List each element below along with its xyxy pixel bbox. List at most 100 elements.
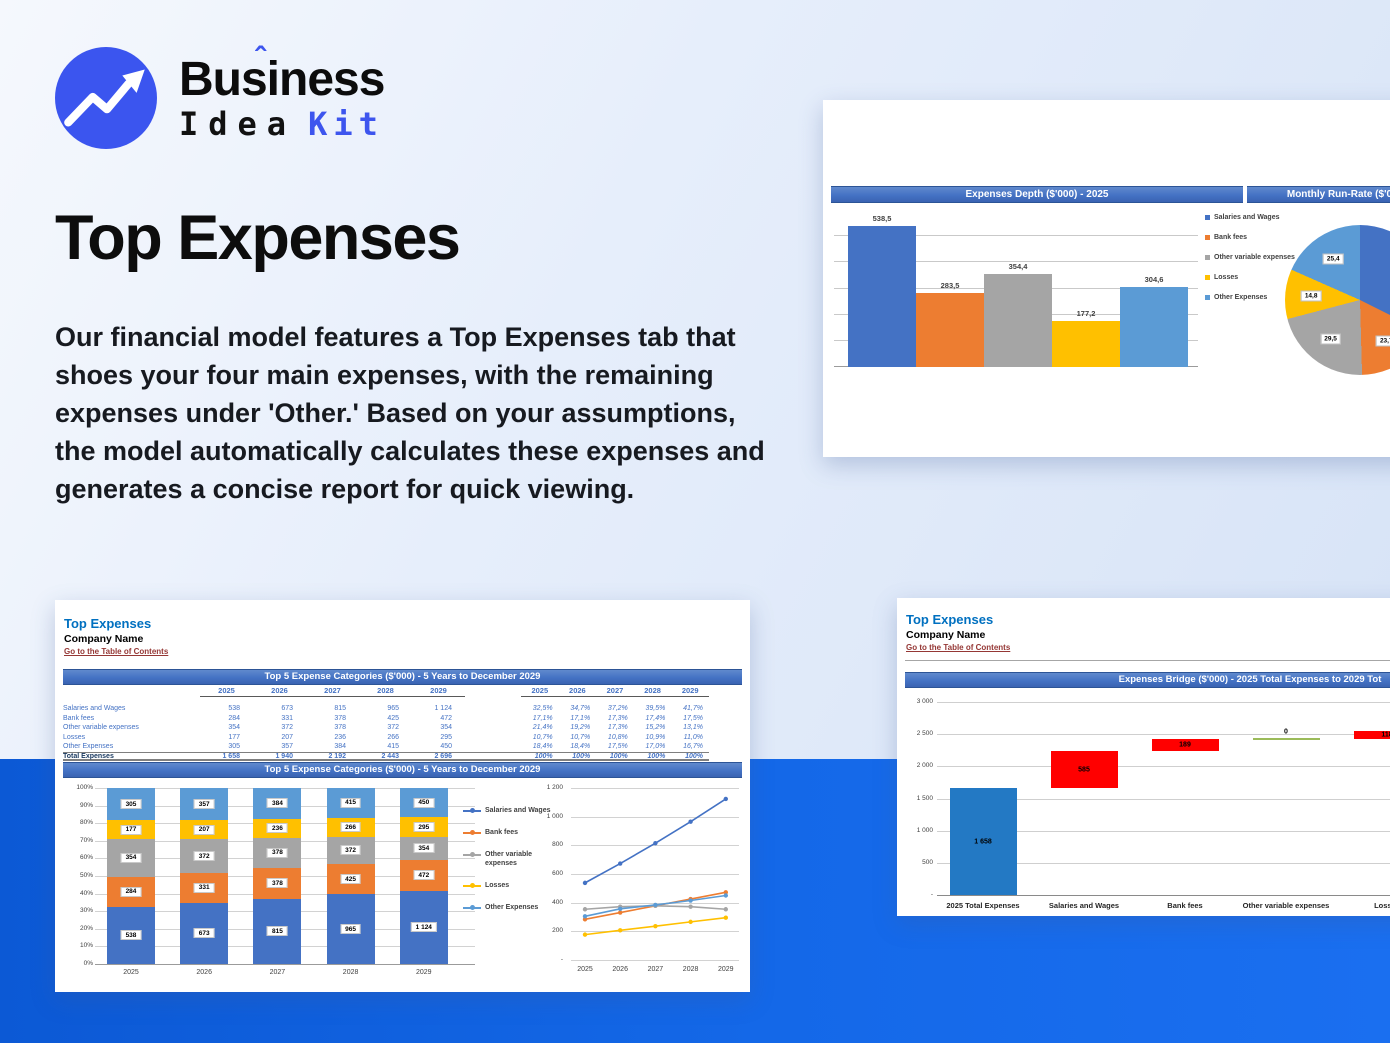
y-tick-label: 10%	[79, 942, 93, 950]
cell-percent: 100%	[534, 752, 553, 760]
legend-item: Losses	[1205, 273, 1297, 282]
table-of-contents-link[interactable]: Go to the Table of Contents	[64, 647, 169, 656]
page-description: Our financial model features a Top Expen…	[55, 322, 765, 505]
legend-label: Bank fees	[485, 829, 519, 837]
bar	[848, 226, 916, 367]
segment-value-label: 1 124	[410, 922, 437, 933]
cell-percent: 41,7%	[683, 705, 703, 713]
bar-value-label: 1 658	[974, 838, 992, 846]
cell-value: 425	[387, 714, 399, 722]
x-tick-label: 2025	[123, 969, 139, 976]
cell-value: 207	[281, 733, 293, 741]
y-tick-label: 90%	[79, 801, 93, 809]
line-marker	[688, 904, 693, 909]
cell-value: 2 192	[328, 752, 346, 760]
legend-marker	[463, 829, 481, 836]
x-tick-label: 2027	[647, 966, 664, 973]
segment-value-label: 384	[266, 798, 288, 809]
cell-value: 2 443	[381, 752, 399, 760]
legend-label: Salaries and Wages	[1214, 214, 1280, 221]
row-label: Total Expenses	[63, 752, 114, 760]
depth-bar-chart: 538,5 283,5 354,4 177,2 304,6	[834, 210, 1198, 367]
bar	[1052, 320, 1120, 367]
bridge-waterfall-chart: - 500 1 000 1 500 2 000 2 500 3 000 1 658 2025 T…	[897, 598, 1390, 916]
segment-value-label: 378	[266, 847, 288, 858]
line-marker	[688, 919, 693, 925]
brand-logo trend-arrow-icon	[55, 47, 157, 149]
cell-value: 284	[228, 714, 240, 722]
line-series-canvas	[582, 796, 728, 937]
year-header: 2026	[271, 686, 288, 695]
legend-item: Salaries and Wages	[1205, 213, 1297, 222]
line-marker	[653, 902, 658, 908]
cell-value: 673	[281, 705, 293, 713]
year-headers-percents: 2025 2026 2027 2028 2029	[521, 686, 709, 697]
gridline	[571, 845, 739, 847]
gridline	[834, 235, 1198, 237]
segment-value-label: 236	[266, 823, 288, 834]
cell-percent: 17,3%	[607, 724, 628, 732]
brand-name-text: Business	[179, 53, 385, 106]
table-of-contents-link[interactable]: Go to the Table of Contents	[906, 643, 1011, 652]
cell-value: 450	[440, 743, 452, 751]
table-row: Other variable expenses 354 372 378 372 354 21…	[63, 723, 709, 733]
segment-value-label: 538	[120, 930, 142, 941]
year-header: 2028	[644, 686, 661, 695]
cell-value: 815	[334, 705, 346, 713]
cell-value: 965	[387, 705, 399, 713]
waterfall-bar	[1050, 750, 1118, 789]
cell-percent: 13,1%	[683, 724, 703, 732]
legend-dot	[470, 905, 475, 911]
bridge-sheet: Top Expenses Company Name Go to the Tabl…	[897, 598, 1390, 916]
segment-value-label: 450	[413, 797, 435, 808]
segment-value-label: 357	[193, 799, 215, 810]
line-series	[584, 798, 727, 884]
cell-value: 331	[281, 714, 293, 722]
segment-value-label: 472	[413, 870, 435, 881]
brand-name-line1: Business ˆ	[179, 43, 385, 106]
cell-percent: 17,1%	[532, 714, 553, 722]
legend-dot	[470, 852, 475, 858]
gridline	[571, 788, 739, 789]
segment-value-label: 372	[340, 845, 362, 856]
y-tick-label: 30%	[79, 907, 93, 915]
line-marker	[618, 910, 623, 915]
legend-dot	[470, 883, 475, 889]
row-label: Salaries and Wages	[63, 705, 126, 713]
legend-marker	[463, 851, 481, 858]
segment-value-label: 331	[193, 882, 215, 893]
bar-value-label: 189	[1179, 741, 1191, 749]
cell-percent: 100%	[609, 752, 628, 760]
year-header: 2025	[531, 686, 549, 695]
legend-swatch	[1205, 295, 1210, 301]
cell-percent: 17,4%	[645, 714, 666, 722]
x-tick-label: Salaries and Wages	[1048, 901, 1120, 910]
legend-label: Bank fees	[1214, 234, 1248, 242]
gridline	[834, 261, 1198, 263]
table-row: Other Expenses 305 357 384 415 450 18,4% 18,4% 1…	[63, 742, 709, 752]
line-marker	[582, 917, 588, 922]
legend-swatch	[1205, 255, 1210, 261]
bar	[984, 274, 1052, 367]
legend-marker	[463, 904, 481, 911]
page-title: Top Expenses	[55, 203, 461, 273]
divider	[905, 660, 1390, 661]
gridline	[571, 960, 739, 961]
segment-value-label: 177	[120, 824, 142, 835]
top5-chart-header: Top 5 Expense Categories ($'000) - 5 Yea…	[63, 762, 742, 778]
cell-value: 372	[281, 724, 293, 732]
cell-value: 415	[387, 743, 399, 751]
legend-swatch	[1205, 215, 1210, 220]
y-tick-label: 70%	[79, 836, 93, 844]
legend-dot	[470, 808, 475, 813]
cell-value: 1 940	[275, 752, 293, 760]
segment-value-label: 815	[266, 926, 288, 937]
legend-item: Bank fees	[463, 828, 555, 837]
x-tick-label: 2028	[342, 969, 359, 976]
gridline	[937, 830, 1390, 832]
legend-label: Losses	[1214, 274, 1239, 282]
legend-swatch	[1205, 235, 1210, 241]
brand-word-idea: Idea	[179, 105, 297, 143]
cell-value: 1 124	[434, 705, 452, 713]
